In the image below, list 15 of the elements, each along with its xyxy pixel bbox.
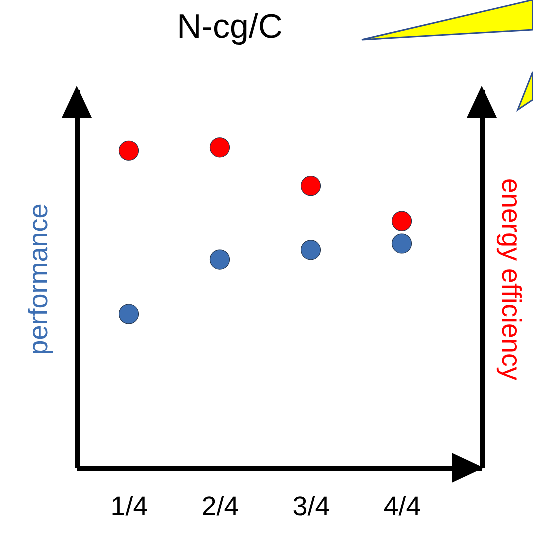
point — [210, 138, 230, 158]
point — [300, 176, 322, 196]
x-tick-label: 3/4 — [292, 492, 330, 522]
x-tick-label: 2/4 — [202, 492, 240, 522]
point — [392, 234, 412, 254]
y-axis-title: performance — [24, 204, 54, 356]
point — [118, 304, 140, 324]
chart-title: N-cg/C — [176, 8, 284, 47]
point — [210, 250, 230, 270]
x-tick-label: 4/4 — [384, 492, 422, 522]
point — [118, 140, 140, 161]
point — [300, 240, 322, 260]
x-tick-label: 1/4 — [110, 492, 148, 522]
point — [392, 211, 412, 232]
y2-axis-title: energy efficiency — [496, 178, 526, 382]
